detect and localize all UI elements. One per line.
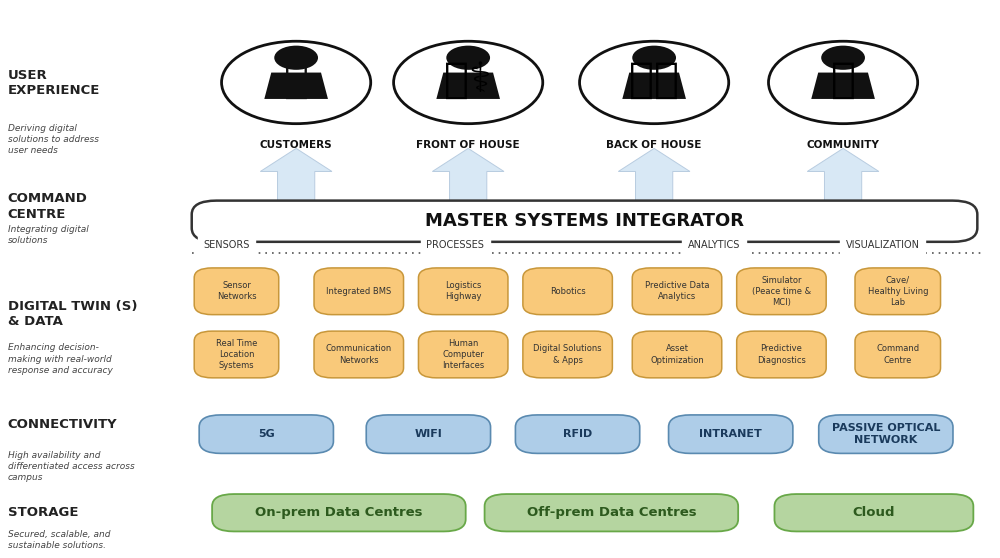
FancyBboxPatch shape [523,268,612,315]
Text: DIGITAL TWIN (S)
& DATA: DIGITAL TWIN (S) & DATA [8,300,137,328]
Text: CONNECTIVITY: CONNECTIVITY [8,418,117,431]
FancyBboxPatch shape [418,331,508,378]
FancyBboxPatch shape [632,331,722,378]
Text: Predictive Data
Analytics: Predictive Data Analytics [645,281,709,301]
Polygon shape [811,73,875,99]
Polygon shape [622,73,686,99]
Text: Digital Solutions
& Apps: Digital Solutions & Apps [533,344,602,364]
FancyBboxPatch shape [737,268,826,315]
Text: COMMAND
CENTRE: COMMAND CENTRE [8,193,88,221]
Text: 👩‍⚕️: 👩‍⚕️ [444,59,492,100]
Text: ANALYTICS: ANALYTICS [688,239,740,249]
Text: VISUALIZATION: VISUALIZATION [846,239,920,249]
Text: 👤: 👤 [284,59,309,100]
Text: COMMUNITY: COMMUNITY [807,140,880,150]
Text: Real Time
Location
Systems: Real Time Location Systems [216,339,257,370]
Text: 👥: 👥 [831,59,856,100]
Text: Integrating digital
solutions: Integrating digital solutions [8,225,88,246]
Circle shape [274,46,318,70]
FancyBboxPatch shape [632,268,722,315]
Circle shape [222,41,371,124]
FancyBboxPatch shape [199,415,333,454]
Text: SENSORS: SENSORS [203,239,250,249]
Polygon shape [264,73,328,99]
FancyBboxPatch shape [523,331,612,378]
FancyBboxPatch shape [855,268,941,315]
Text: Secured, scalable, and
sustainable solutions.: Secured, scalable, and sustainable solut… [8,530,110,550]
FancyBboxPatch shape [194,268,279,315]
Text: Simulator
(Peace time &
MCI): Simulator (Peace time & MCI) [752,276,811,307]
Text: FRONT OF HOUSE: FRONT OF HOUSE [416,140,520,150]
Text: PROCESSES: PROCESSES [426,239,484,249]
FancyBboxPatch shape [314,268,404,315]
FancyBboxPatch shape [192,201,977,242]
Text: Cave/
Healthy Living
Lab: Cave/ Healthy Living Lab [868,276,928,307]
Circle shape [580,41,729,124]
Text: Asset
Optimization: Asset Optimization [650,344,704,364]
Text: 5G: 5G [258,429,275,439]
Text: Command
Centre: Command Centre [876,344,919,364]
FancyBboxPatch shape [515,415,640,454]
Text: Predictive
Diagnostics: Predictive Diagnostics [757,344,806,364]
Circle shape [446,46,490,70]
FancyBboxPatch shape [314,331,404,378]
Circle shape [821,46,865,70]
FancyArrow shape [260,148,332,223]
Text: USER
EXPERIENCE: USER EXPERIENCE [8,69,100,97]
FancyArrow shape [432,148,504,223]
Text: Human
Computer
Interfaces: Human Computer Interfaces [442,339,484,370]
Text: CUSTOMERS: CUSTOMERS [260,140,332,150]
Circle shape [632,46,676,70]
FancyArrow shape [807,148,879,223]
Text: 🧑‍💼: 🧑‍💼 [629,59,679,100]
Text: Deriving digital
solutions to address
user needs: Deriving digital solutions to address us… [8,124,99,155]
Text: RFID: RFID [563,429,592,439]
FancyBboxPatch shape [194,331,279,378]
Text: MASTER SYSTEMS INTEGRATOR: MASTER SYSTEMS INTEGRATOR [425,212,744,230]
Text: Off-prem Data Centres: Off-prem Data Centres [527,506,696,519]
Text: Sensor
Networks: Sensor Networks [217,281,256,301]
Text: Robotics: Robotics [550,287,585,296]
FancyBboxPatch shape [774,494,973,531]
Text: BACK OF HOUSE: BACK OF HOUSE [606,140,702,150]
FancyBboxPatch shape [418,268,508,315]
Text: Communication
Networks: Communication Networks [326,344,392,364]
Circle shape [768,41,918,124]
FancyBboxPatch shape [737,331,826,378]
Text: On-prem Data Centres: On-prem Data Centres [255,506,423,519]
Circle shape [394,41,543,124]
FancyBboxPatch shape [669,415,793,454]
FancyBboxPatch shape [485,494,738,531]
Text: Cloud: Cloud [853,506,895,519]
Text: STORAGE: STORAGE [8,506,78,518]
Text: PASSIVE OPTICAL
NETWORK: PASSIVE OPTICAL NETWORK [832,423,940,445]
Text: Logistics
Highway: Logistics Highway [445,281,481,301]
FancyArrow shape [618,148,690,223]
FancyBboxPatch shape [855,331,941,378]
Text: WIFI: WIFI [415,429,442,439]
FancyBboxPatch shape [366,415,491,454]
Text: INTRANET: INTRANET [699,429,762,439]
Text: Integrated BMS: Integrated BMS [326,287,391,296]
Text: High availability and
differentiated access across
campus: High availability and differentiated acc… [8,451,134,482]
Text: Enhancing decision-
making with real-world
response and accuracy: Enhancing decision- making with real-wor… [8,344,113,374]
FancyBboxPatch shape [212,494,466,531]
Polygon shape [436,73,500,99]
FancyBboxPatch shape [819,415,953,454]
